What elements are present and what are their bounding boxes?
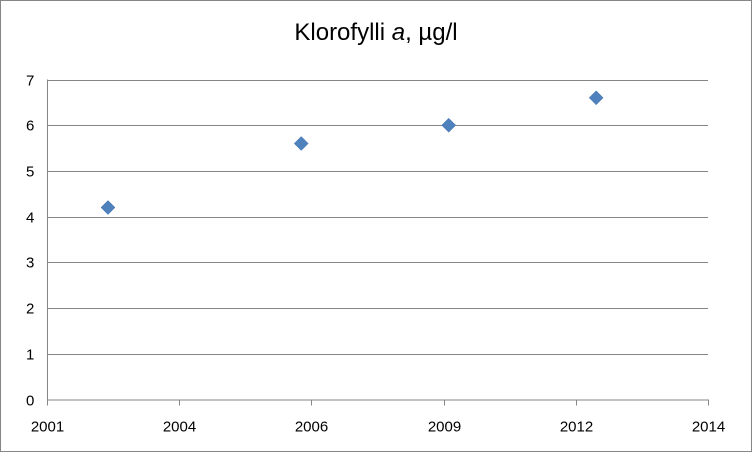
x-tick-label: 2004 bbox=[163, 419, 196, 436]
y-tick-label: 3 bbox=[26, 255, 34, 272]
y-tick-label: 0 bbox=[26, 393, 34, 410]
title-unit: , µg/l bbox=[405, 19, 458, 46]
title-text: Klorofylli bbox=[294, 19, 392, 46]
y-tick-label: 6 bbox=[26, 118, 34, 135]
x-tick-label: 2014 bbox=[692, 419, 725, 436]
y-tick-label: 1 bbox=[26, 347, 34, 364]
y-tick-label: 2 bbox=[26, 301, 34, 318]
data-point bbox=[588, 90, 604, 106]
y-tick-label: 5 bbox=[26, 164, 34, 181]
x-tick-label: 2001 bbox=[31, 419, 64, 436]
data-point bbox=[100, 200, 116, 215]
x-tick-label: 2012 bbox=[560, 419, 593, 436]
y-tick-label: 4 bbox=[26, 210, 34, 227]
y-tick-label: 7 bbox=[26, 73, 34, 90]
title-italic: a bbox=[391, 19, 406, 46]
data-point bbox=[441, 117, 457, 133]
data-point bbox=[293, 136, 309, 151]
chart-title: Klorofylli a, µg/l bbox=[1, 19, 751, 47]
x-tick-label: 2009 bbox=[428, 419, 461, 436]
x-tick-label: 2006 bbox=[295, 419, 328, 436]
